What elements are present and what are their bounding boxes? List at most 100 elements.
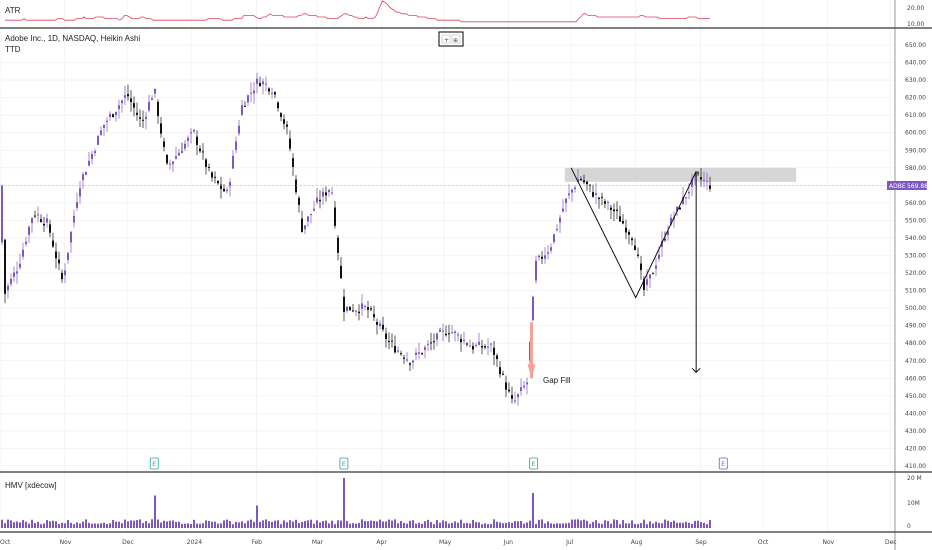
volume-bar [133, 520, 135, 528]
candle-body [181, 151, 183, 153]
candle-body [670, 217, 672, 225]
candle-body [295, 179, 297, 193]
volume-bar [604, 520, 606, 528]
candle-body [358, 311, 360, 314]
zoom-button[interactable] [441, 34, 451, 44]
volume-bar [307, 520, 309, 528]
volume-bar [43, 523, 45, 528]
candle-body [349, 306, 351, 311]
price-tick-label: 520.00 [905, 270, 926, 277]
volume-bar [496, 521, 498, 528]
volume-bar [559, 523, 561, 528]
earnings-marker [529, 457, 538, 470]
candle-body [697, 172, 699, 174]
volume-bar [382, 521, 384, 528]
candle-body [424, 347, 426, 350]
volume-bar [526, 522, 528, 528]
volume-bar [367, 521, 369, 528]
volume-bar [535, 523, 537, 528]
volume-bar [55, 521, 57, 528]
candle-body [220, 184, 222, 189]
volume-bar [223, 520, 225, 528]
volume-bar [544, 523, 546, 528]
volume-bar [298, 523, 300, 528]
candle-body [214, 176, 216, 178]
volume-bar [652, 523, 654, 528]
price-tick-label: 410.00 [905, 463, 926, 470]
volume-bar [601, 523, 603, 528]
volume-bar [343, 478, 345, 528]
candle-body [547, 252, 549, 254]
candle-body [22, 249, 24, 257]
price-tick-label: 610.00 [905, 112, 926, 119]
price-tick-label: 450.00 [905, 393, 926, 400]
volume-bar [490, 524, 492, 528]
candle-body [229, 181, 231, 187]
candle-body [73, 215, 75, 223]
volume-bar [598, 523, 600, 528]
volume-bar [688, 522, 690, 528]
volume-bar [58, 523, 60, 528]
candle-body [235, 141, 237, 150]
settings-button[interactable] [451, 34, 461, 44]
volume-bar [484, 523, 486, 528]
atr-tick-10: 10.00 [907, 21, 924, 28]
candle-body [208, 166, 210, 168]
indicator-label: TTD [5, 45, 21, 54]
volume-bar [1, 519, 3, 528]
volume-bar [337, 520, 339, 528]
candle-body [646, 279, 648, 285]
volume-bar [151, 519, 153, 528]
candle-body [247, 95, 249, 103]
candle-body [94, 151, 96, 154]
candle-body [346, 306, 348, 311]
candle-body [268, 88, 270, 92]
candle-body [100, 130, 102, 135]
time-tick-label: Aug [631, 539, 643, 546]
candle-body [145, 116, 147, 119]
volume-bar [553, 523, 555, 528]
candle-body [502, 373, 504, 375]
volume-bar [226, 519, 228, 528]
candle-body [691, 179, 693, 187]
candle-body [139, 117, 141, 119]
volume-bar [466, 522, 468, 528]
candle-body [361, 303, 363, 309]
candle-body [262, 81, 264, 85]
volume-bar [358, 522, 360, 528]
candle-body [478, 341, 480, 345]
candle-body [667, 231, 669, 235]
volume-bar [472, 519, 474, 528]
candle-body [541, 256, 543, 259]
volume-bar [541, 519, 543, 528]
candle-body [106, 120, 108, 122]
volume-bar [172, 520, 174, 528]
candle-body [454, 331, 456, 334]
grid [0, 0, 895, 532]
candle-body [169, 163, 171, 165]
candle-body [385, 333, 387, 340]
volume-bar [301, 521, 303, 528]
volume-bar [178, 521, 180, 528]
volume-bar [616, 519, 618, 528]
candle-body [109, 114, 111, 117]
volume-bar [514, 521, 516, 528]
candle-body [130, 98, 132, 103]
volume-bar [19, 522, 21, 528]
volume-bar [238, 522, 240, 528]
candle-body [463, 339, 465, 341]
candle-body [370, 308, 372, 310]
volume-bar [145, 521, 147, 528]
volume-bar [118, 521, 120, 528]
volume-bar [103, 522, 105, 528]
volume-bar [487, 524, 489, 528]
volume-bar [292, 521, 294, 528]
candle-body [484, 346, 486, 348]
candle-body [58, 259, 60, 264]
candle-body [427, 343, 429, 345]
volume-bar [91, 523, 93, 528]
earnings-marker [718, 457, 728, 470]
volume-bar [169, 520, 171, 528]
